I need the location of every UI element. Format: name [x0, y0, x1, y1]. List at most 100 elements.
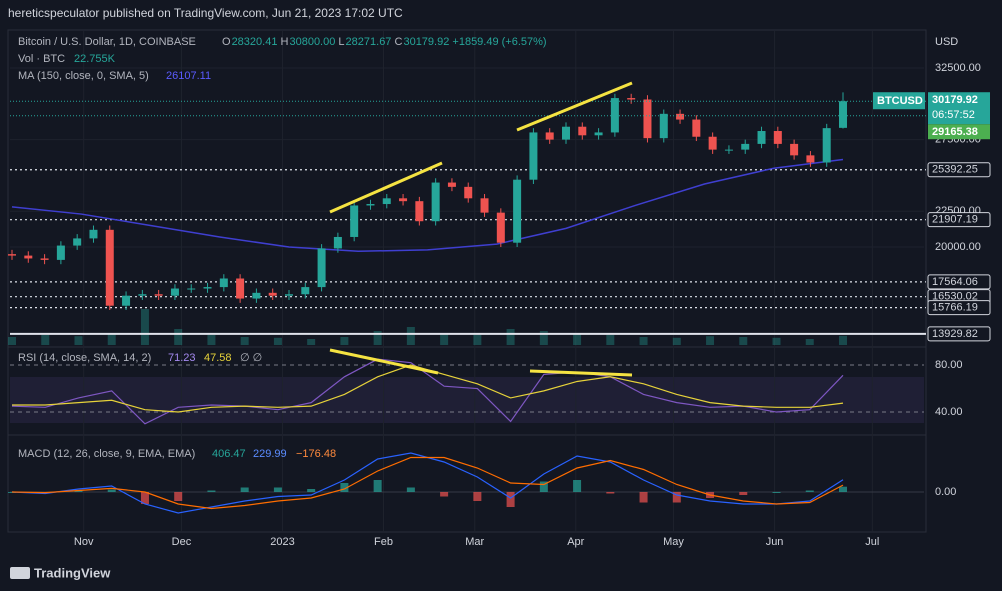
trend-line	[529, 369, 633, 377]
level-tag	[927, 212, 991, 228]
volume-bar	[307, 339, 316, 345]
macd-hist	[772, 492, 781, 493]
volume-bar	[373, 331, 382, 345]
rsi-value: 71.23	[168, 352, 196, 364]
candle-body	[399, 198, 408, 202]
ma-label: MA (150, close, 0, SMA, 5)	[18, 70, 149, 82]
candle-body	[73, 238, 82, 246]
rsi-tick-label: 80.00	[935, 359, 963, 371]
brand[interactable]: TradingView	[34, 565, 111, 580]
volume-bar	[839, 335, 847, 345]
ohlc-key: L	[338, 36, 344, 48]
x-tick-label: 2023	[270, 536, 294, 548]
candle-body	[431, 182, 440, 222]
macd-hist	[340, 483, 349, 492]
volume-bar	[805, 339, 814, 345]
candle-body	[366, 204, 375, 206]
currency: USD	[935, 36, 958, 48]
macd-hist	[107, 489, 116, 492]
ohlc-key: H	[281, 36, 289, 48]
volume-bar	[539, 331, 548, 345]
signal-line	[11, 456, 844, 510]
x-tick-label: Apr	[567, 536, 584, 548]
macd-hist	[839, 486, 847, 492]
candle-body	[757, 131, 766, 144]
candle-body	[724, 149, 733, 151]
candle-body	[773, 131, 782, 144]
volume-bar	[639, 337, 648, 345]
volume-bar	[41, 335, 50, 345]
candle-body	[170, 288, 179, 296]
logo	[10, 567, 30, 579]
volume-bar	[772, 337, 781, 345]
candle-body	[708, 136, 717, 150]
candle-body	[627, 98, 636, 100]
change: +1859.49 (+6.57%)	[452, 36, 546, 48]
vol-value: 22.755K	[74, 53, 116, 65]
macd-signal-value: −176.48	[296, 448, 336, 460]
candle-body	[301, 287, 310, 295]
level-tag	[927, 300, 991, 316]
candle-body	[219, 278, 228, 288]
candle-body	[252, 292, 261, 299]
candle-body	[480, 198, 489, 213]
prev-close-tag	[928, 124, 990, 140]
candle-body	[790, 143, 799, 156]
macd-hist	[140, 492, 149, 504]
candle-body	[8, 254, 16, 256]
candle-body	[268, 292, 277, 296]
candle-body	[138, 294, 147, 296]
macd-hist	[240, 487, 249, 492]
volume-bar	[573, 333, 582, 345]
macd-hist	[506, 492, 515, 507]
macd-hist	[174, 492, 183, 501]
macd-value: 229.99	[253, 448, 287, 460]
volume-bar	[174, 329, 183, 345]
y-tick-label: 20000.00	[935, 241, 981, 253]
rsi-tick-label: 40.00	[935, 406, 963, 418]
candle-body	[676, 113, 685, 120]
candle-body	[692, 119, 701, 137]
candle-body	[236, 278, 245, 299]
macd-hist	[440, 492, 449, 497]
x-tick-label: Jun	[766, 536, 784, 548]
level-label: 25392.25	[932, 164, 978, 176]
candle-body	[594, 132, 603, 136]
candle-body	[839, 101, 847, 128]
macd-hist	[373, 480, 382, 492]
candle-body	[154, 294, 163, 296]
macd-hist	[805, 490, 814, 492]
candle-body	[496, 212, 505, 243]
macd-hist	[74, 490, 83, 492]
trend-line	[516, 81, 633, 132]
volume-bar	[706, 336, 715, 345]
level-label: 16530.02	[932, 291, 978, 303]
candle-body	[545, 132, 554, 140]
volume-bar	[273, 337, 282, 345]
volume-bar	[107, 333, 116, 345]
volume-bar	[8, 337, 16, 345]
level-tag	[927, 274, 991, 290]
volume-bar	[207, 335, 216, 345]
macd-hist	[739, 492, 748, 495]
volume-bar	[672, 337, 681, 345]
candle-body	[822, 128, 831, 163]
level-tag	[927, 162, 991, 178]
candle-body	[529, 132, 538, 180]
candle-body	[806, 155, 815, 163]
ohlc-value: 30800.00	[289, 36, 335, 48]
volume-bar	[406, 327, 415, 345]
candle-body	[562, 126, 570, 140]
last-tag	[928, 92, 990, 125]
candle-body	[122, 295, 131, 306]
macd-hist	[207, 490, 216, 492]
volume-bar	[606, 335, 615, 345]
x-tick-label: Nov	[74, 536, 94, 548]
macd-hist	[672, 492, 681, 503]
macd-hist-value: 406.47	[212, 448, 246, 460]
candle-body	[317, 248, 326, 288]
macd-hist	[539, 481, 548, 492]
ma-value: 26107.11	[166, 70, 211, 82]
rsi-extra: ∅ ∅	[240, 352, 262, 364]
candle-body	[187, 288, 196, 290]
